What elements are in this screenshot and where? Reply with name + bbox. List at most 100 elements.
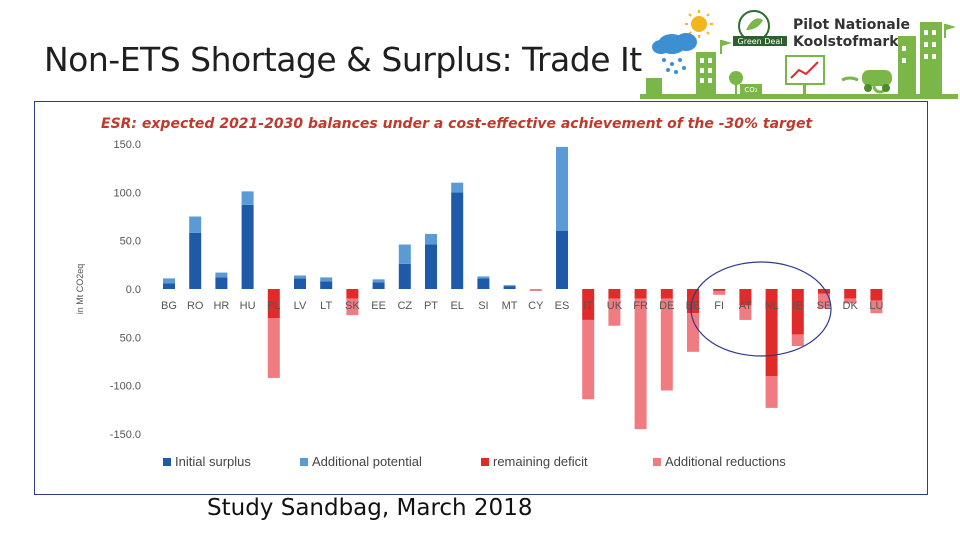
x-tick-label: NL <box>765 300 779 312</box>
bar-cy-additional-reductions <box>529 289 542 291</box>
y-tick-label: 50.0 <box>120 236 141 248</box>
legend-label: remaining deficit <box>493 454 588 469</box>
bar-lt-additional-potential <box>320 277 333 282</box>
x-tick-label: SE <box>817 300 832 312</box>
bar-hu-initial-surplus <box>241 204 254 289</box>
x-tick-label: SI <box>478 300 488 312</box>
x-tick-label: IE <box>793 300 803 312</box>
bar-dk-additional-reductions <box>844 298 857 304</box>
logo-line-2: Koolstofmarkt <box>793 34 906 50</box>
legend-label: Additional potential <box>312 454 422 469</box>
x-tick-label: LU <box>869 300 883 312</box>
x-tick-label: DK <box>843 300 859 312</box>
bar-it-remaining-deficit <box>582 289 595 320</box>
bar-bg-additional-potential <box>163 278 175 284</box>
legend-swatch <box>300 458 308 466</box>
co2-sign-text: CO₂ <box>744 86 757 94</box>
bar-ro-initial-surplus <box>189 232 202 289</box>
bar-lu-additional-reductions <box>870 300 883 314</box>
bar-lv-additional-potential <box>294 275 306 279</box>
y-tick-label: 0.0 <box>126 284 141 296</box>
bar-be-additional-reductions <box>687 313 699 352</box>
bar-hr-initial-surplus <box>215 277 228 289</box>
legend-label: Initial surplus <box>175 454 251 469</box>
bar-cz-additional-potential <box>398 244 411 264</box>
x-tick-label: RO <box>187 300 204 312</box>
bar-mt-additional-potential <box>503 285 516 287</box>
rain-cloud-icon <box>652 33 697 74</box>
x-tick-label: PT <box>424 300 438 312</box>
x-tick-label: EE <box>371 300 386 312</box>
y-tick-label: 50.0 <box>120 332 141 344</box>
highlight-ellipse <box>690 261 832 357</box>
x-tick-label: ES <box>555 300 570 312</box>
y-tick-label: 100.0 <box>113 187 141 199</box>
bar-uk-remaining-deficit <box>608 289 621 299</box>
bar-ee-initial-surplus <box>372 282 385 289</box>
bar-mt-initial-surplus <box>503 286 516 289</box>
logo-line-1: Pilot Nationale <box>793 17 910 33</box>
bar-bg-initial-surplus <box>163 283 175 289</box>
x-tick-label: LV <box>294 300 307 312</box>
pilot-nationale-koolstofmarkt-logo: Green Deal Pilot Nationale Koolstofmarkt… <box>640 10 958 99</box>
bar-be-remaining-deficit <box>687 289 699 314</box>
bar-si-initial-surplus <box>477 278 490 289</box>
x-tick-label: CY <box>528 300 544 312</box>
x-tick-label: IT <box>583 300 593 312</box>
x-tick-label: HR <box>213 300 229 312</box>
bar-es-initial-surplus <box>556 231 568 289</box>
chart-frame: ESR: expected 2021-2030 balances under a… <box>34 101 928 495</box>
legend-swatch <box>653 458 661 466</box>
y-tick-label: -100.0 <box>110 381 141 393</box>
bar-hu-additional-potential <box>241 191 254 205</box>
y-tick-label: -150.0 <box>110 429 141 441</box>
x-tick-label: MT <box>502 300 518 312</box>
x-tick-label: FI <box>714 300 724 312</box>
legend-label: Additional reductions <box>665 454 786 469</box>
x-tick-label: BE <box>686 300 701 312</box>
slide-title: Non-ETS Shortage & Surplus: Trade It <box>44 40 642 79</box>
y-axis-label: in Mt CO2eq <box>75 264 85 315</box>
x-tick-label: LT <box>320 300 332 312</box>
bar-lv-initial-surplus <box>294 278 306 289</box>
bar-pt-initial-surplus <box>425 244 437 289</box>
x-tick-label: AT <box>739 300 753 312</box>
x-tick-label: CZ <box>397 300 412 312</box>
legend-swatch <box>163 458 171 466</box>
x-tick-label: SK <box>345 300 360 312</box>
bar-de-additional-reductions <box>660 298 673 391</box>
bar-ro-additional-potential <box>189 216 202 233</box>
x-tick-label: UK <box>607 300 623 312</box>
bar-se-additional-reductions <box>818 293 830 309</box>
bar-nl-additional-reductions <box>765 376 778 408</box>
bar-pl-remaining-deficit <box>267 289 280 318</box>
y-tick-label: 150.0 <box>113 139 141 151</box>
sun-icon <box>691 16 707 32</box>
esr-balance-chart: ESR: expected 2021-2030 balances under a… <box>75 116 883 469</box>
bar-cz-initial-surplus <box>398 263 411 289</box>
bar-pl-additional-reductions <box>267 318 280 378</box>
bar-sk-remaining-deficit <box>346 289 359 299</box>
bar-el-additional-potential <box>451 182 464 193</box>
bar-pt-additional-potential <box>425 233 437 245</box>
bar-fi-remaining-deficit <box>713 289 726 291</box>
bar-es-additional-potential <box>556 146 568 231</box>
bar-hr-additional-potential <box>215 272 228 278</box>
market-chart-icon <box>790 61 819 79</box>
bar-fr-remaining-deficit <box>634 289 647 299</box>
bar-lu-remaining-deficit <box>870 289 883 301</box>
x-tick-label: DE <box>659 300 674 312</box>
green-deal-badge-text: Green Deal <box>738 37 783 46</box>
bar-el-initial-surplus <box>451 192 464 289</box>
x-tick-label: FR <box>633 300 648 312</box>
bar-it-additional-reductions <box>582 319 595 400</box>
bar-ie-additional-reductions <box>791 334 804 347</box>
bar-at-remaining-deficit <box>739 289 752 306</box>
x-tick-label: PL <box>267 300 280 312</box>
bar-ie-remaining-deficit <box>791 289 804 335</box>
bar-at-additional-reductions <box>739 305 752 320</box>
bar-nl-remaining-deficit <box>765 289 778 376</box>
bar-lt-initial-surplus <box>320 281 333 289</box>
bar-de-remaining-deficit <box>660 289 673 299</box>
chart-title: ESR: expected 2021-2030 balances under a… <box>101 116 813 132</box>
